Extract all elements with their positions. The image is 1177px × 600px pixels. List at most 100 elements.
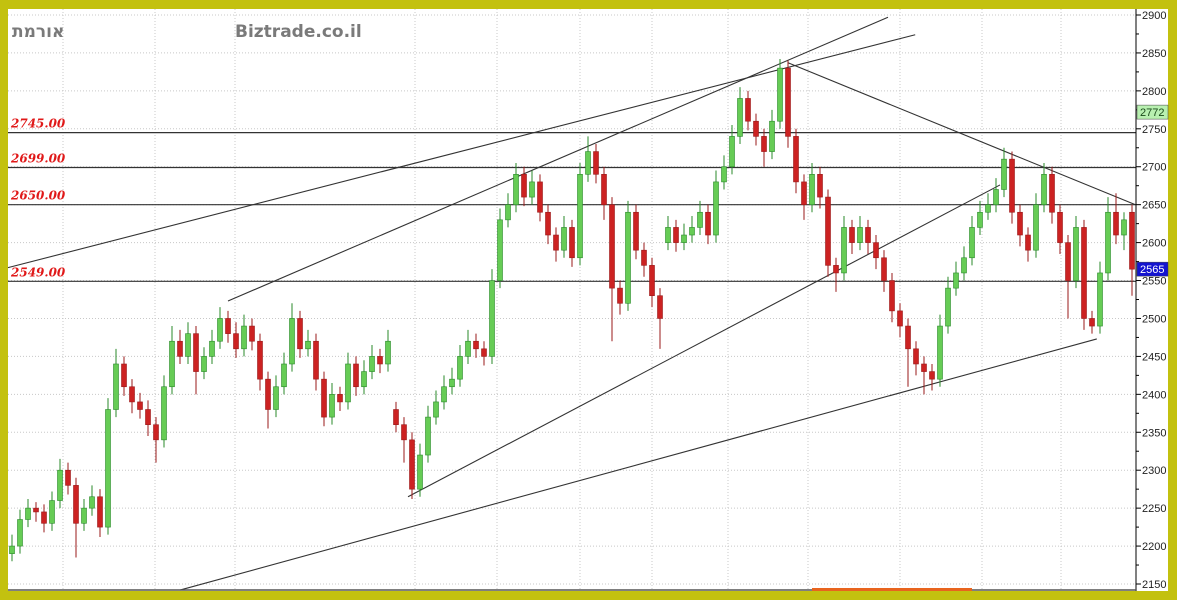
candle-up [945, 287, 951, 327]
candle-up [985, 204, 991, 213]
candle-up [361, 371, 367, 388]
candle-down [393, 409, 399, 425]
candle-up [17, 519, 23, 547]
candle-down [905, 325, 911, 350]
candle-up [113, 363, 119, 410]
candle-down [97, 496, 103, 528]
candle-up [345, 363, 351, 403]
candle-up [769, 120, 775, 152]
candle-down [137, 401, 143, 410]
candle-down [233, 333, 239, 350]
candle-up [89, 496, 95, 509]
candle-down [1081, 227, 1087, 319]
candle-down [481, 348, 487, 357]
candle-up [529, 181, 535, 198]
candle-up [697, 211, 703, 228]
candle-down [153, 424, 159, 441]
candle-down [129, 386, 135, 403]
candle-up [209, 340, 215, 357]
candle-up [577, 174, 583, 259]
candle-down [521, 174, 527, 198]
trendline [179, 338, 1097, 591]
horizontal-line-label: 2745.00 [10, 117, 66, 131]
candle-down [649, 265, 655, 297]
candle-down [257, 340, 263, 380]
candle-down [1129, 211, 1135, 270]
candle-up [57, 469, 63, 501]
candle-up [513, 174, 519, 205]
candle-up [721, 166, 727, 183]
candle-up [977, 211, 983, 228]
candle-up [289, 318, 295, 365]
candle-down [41, 511, 47, 524]
candle-up [857, 227, 863, 243]
candle-up [369, 356, 375, 372]
candle-up [681, 234, 687, 243]
candle-up [49, 500, 55, 524]
y-tick-label: 2500 [1142, 313, 1166, 325]
candle-up [729, 136, 735, 168]
y-tick-label: 2800 [1142, 86, 1166, 98]
candle-down [65, 469, 71, 486]
y-tick-label: 2850 [1142, 48, 1166, 60]
candle-up [625, 211, 631, 304]
candle-down [297, 318, 303, 350]
y-tick-label: 2650 [1142, 200, 1166, 212]
candle-up [305, 340, 311, 350]
candle-up [1105, 211, 1111, 274]
trendline [7, 34, 916, 269]
candle-up [449, 378, 455, 388]
candle-down [753, 120, 759, 137]
candle-down [545, 211, 551, 236]
candle-down [785, 67, 791, 137]
candle-up [993, 189, 999, 205]
y-tick-label: 2450 [1142, 351, 1166, 363]
candle-up [665, 227, 671, 243]
candle-down [761, 136, 767, 152]
candle-up [1033, 204, 1039, 251]
candle-up [505, 204, 511, 221]
y-tick-label: 2550 [1142, 276, 1166, 288]
y-tick-label: 2750 [1142, 124, 1166, 136]
trendline [787, 62, 1136, 206]
chart-background [8, 9, 1168, 591]
candle-down [865, 227, 871, 243]
candle-up [497, 219, 503, 281]
brand-watermark: Biztrade.co.il [235, 22, 362, 42]
candle-up [465, 340, 471, 357]
price-tag-label: 2565 [1140, 264, 1164, 276]
candle-down [745, 98, 751, 122]
candle-up [417, 454, 423, 490]
candle-up [841, 227, 847, 274]
candle-down [401, 424, 407, 441]
y-tick-label: 2600 [1142, 238, 1166, 250]
candle-up [737, 98, 743, 137]
candle-down [913, 348, 919, 365]
candle-down [177, 340, 183, 357]
candle-down [593, 151, 599, 175]
y-tick-label: 2150 [1142, 579, 1166, 591]
trendline [227, 16, 889, 302]
price-tag-box [1136, 104, 1169, 120]
candle-up [105, 409, 111, 528]
horizontal-line-label: 2549.00 [10, 265, 66, 279]
candle-down [897, 310, 903, 327]
candle-down [849, 227, 855, 243]
horizontal-line-label: 2699.00 [10, 151, 66, 165]
candle-down [609, 204, 615, 289]
candle-down [793, 136, 799, 183]
candle-down [313, 340, 319, 380]
candle-down [825, 196, 831, 266]
candle-up [585, 151, 591, 175]
candle-up [425, 416, 431, 456]
candles [9, 59, 1135, 562]
candle-up [489, 280, 495, 357]
candle-down [1009, 158, 1015, 213]
candle-down [833, 265, 839, 274]
candle-down [633, 211, 639, 251]
scroll-thumb[interactable] [812, 588, 972, 591]
candle-up [689, 227, 695, 236]
candle-down [921, 363, 927, 372]
candle-down [1065, 242, 1071, 281]
